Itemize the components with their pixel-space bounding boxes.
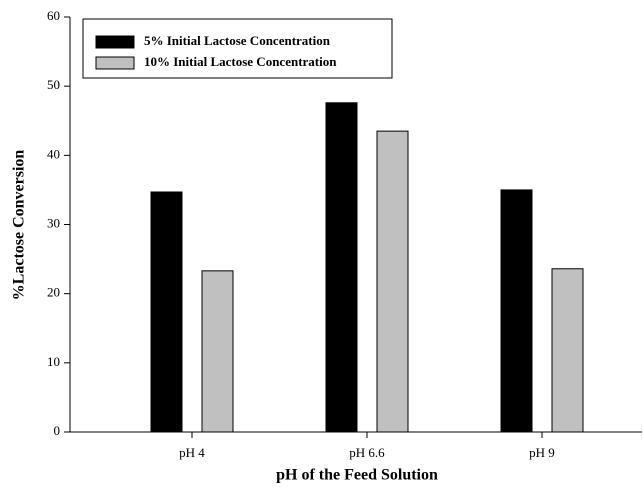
y-tick-label: 20 xyxy=(47,285,60,300)
bar xyxy=(150,191,183,433)
y-tick-label: 60 xyxy=(47,8,60,23)
legend-swatch xyxy=(95,35,135,49)
bar xyxy=(376,130,409,433)
x-tick-label: pH 4 xyxy=(179,445,205,460)
bar xyxy=(551,268,584,433)
y-axis-label: %Lactose Conversion xyxy=(11,150,28,301)
bar xyxy=(201,270,234,433)
legend-label: 5% Initial Lactose Concentration xyxy=(144,33,331,48)
y-tick-label: 40 xyxy=(47,146,60,161)
y-tick-label: 50 xyxy=(47,77,60,92)
y-tick-label: 10 xyxy=(47,354,60,369)
x-tick-label: pH 9 xyxy=(529,445,555,460)
x-tick-label: pH 6.6 xyxy=(349,445,385,460)
legend-swatch xyxy=(95,56,135,70)
x-axis-label: pH of the Feed Solution xyxy=(276,467,438,484)
bar xyxy=(325,102,358,433)
bar xyxy=(500,189,533,433)
y-tick-label: 30 xyxy=(47,215,60,230)
y-tick-label: 0 xyxy=(54,423,61,438)
legend-label: 10% Initial Lactose Concentration xyxy=(144,54,337,69)
